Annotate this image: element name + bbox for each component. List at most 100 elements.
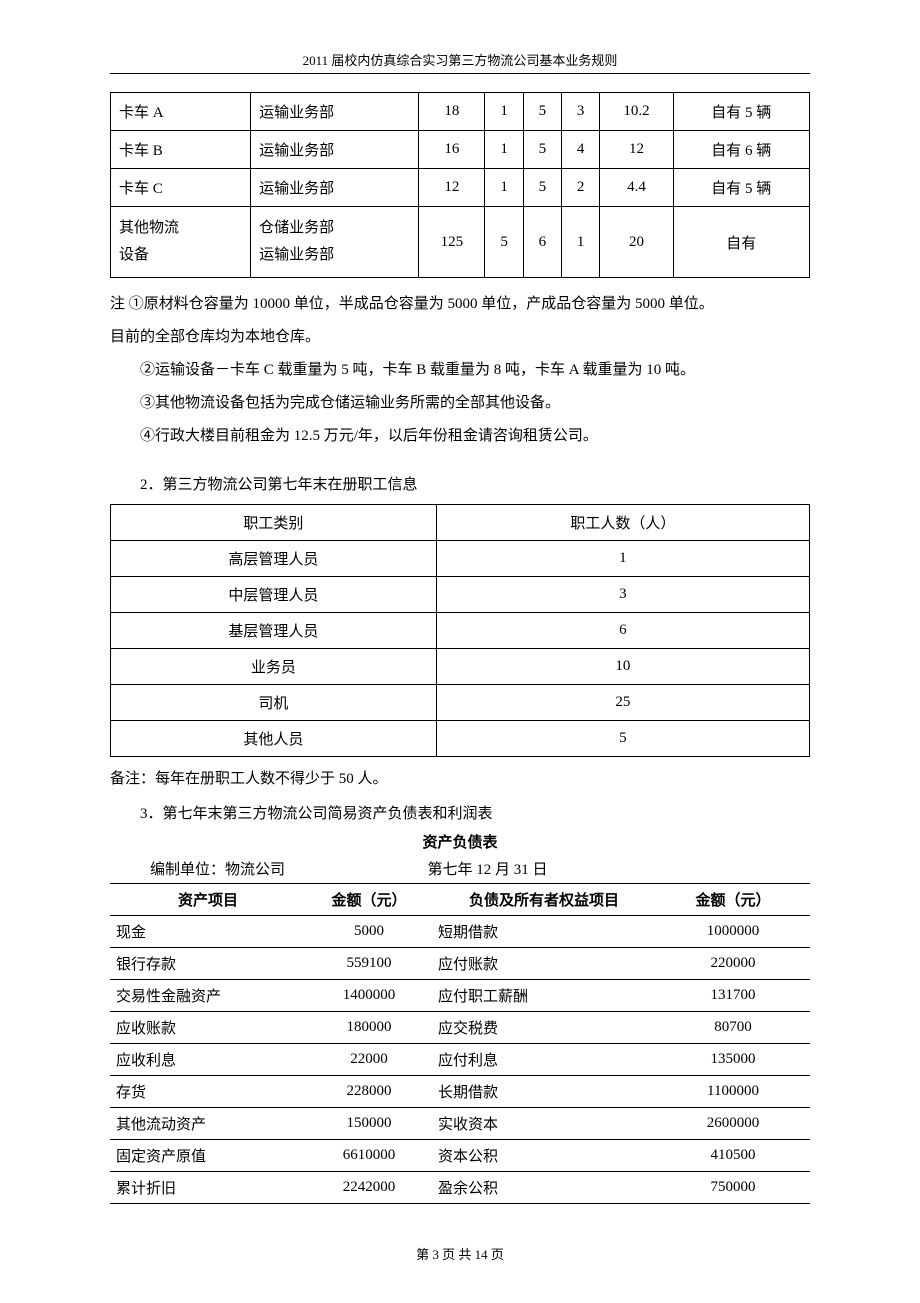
table-cell: 750000 [656,1172,810,1204]
table-cell: 仓储业务部运输业务部 [251,207,419,278]
notes-block: 注 ①原材料仓容量为 10000 单位，半成品仓容量为 5000 单位，产成品仓… [110,288,810,453]
table-cell: 盈余公积 [432,1172,656,1204]
table-cell: 2600000 [656,1108,810,1140]
table-cell: 228000 [306,1076,432,1108]
table-cell: 自有 6 辆 [673,131,809,169]
table-cell: 10.2 [600,93,673,131]
balance-unit: 编制单位：物流公司 [110,858,285,879]
table-cell: 应付账款 [432,948,656,980]
table-header-cell: 资产项目 [110,884,306,916]
table-cell: 1400000 [306,980,432,1012]
table-cell: 6 [523,207,561,278]
table-cell: 1 [485,131,523,169]
note-4: ④行政大楼目前租金为 12.5 万元/年，以后年份租金请咨询租赁公司。 [110,420,810,453]
table-header-cell: 金额（元） [656,884,810,916]
table-cell: 4 [562,131,600,169]
table-header-cell: 职工类别 [111,505,437,541]
table-cell: 5 [485,207,523,278]
table-header-cell: 职工人数（人） [436,505,809,541]
table-cell: 应付利息 [432,1044,656,1076]
table-cell: 12 [600,131,673,169]
table-cell: 其他物流设备 [111,207,251,278]
table-cell: 6 [436,613,809,649]
table-cell: 80700 [656,1012,810,1044]
note-2: ②运输设备－卡车 C 载重量为 5 吨，卡车 B 载重量为 8 吨，卡车 A 载… [110,354,810,387]
table-cell: 业务员 [111,649,437,685]
equipment-table: 卡车 A运输业务部1815310.2自有 5 辆卡车 B运输业务部1615412… [110,92,810,278]
table-cell: 1 [436,541,809,577]
table-cell: 220000 [656,948,810,980]
table-cell: 131700 [656,980,810,1012]
table-cell: 1 [485,93,523,131]
table-cell: 短期借款 [432,916,656,948]
table-cell: 20 [600,207,673,278]
balance-sheet-table: 资产项目金额（元）负债及所有者权益项目金额（元） 现金5000短期借款10000… [110,883,810,1204]
section3-title: 3．第七年末第三方物流公司简易资产负债表和利润表 [110,802,810,823]
table-cell: 运输业务部 [251,169,419,207]
table-cell: 559100 [306,948,432,980]
section2-title: 2．第三方物流公司第七年末在册职工信息 [110,473,810,494]
table-cell: 累计折旧 [110,1172,306,1204]
table-cell: 中层管理人员 [111,577,437,613]
table-cell: 1100000 [656,1076,810,1108]
table-cell: 卡车 C [111,169,251,207]
table-cell: 现金 [110,916,306,948]
table-cell: 实收资本 [432,1108,656,1140]
balance-subheader: 编制单位：物流公司 第七年 12 月 31 日 [110,858,810,879]
table-cell: 应收利息 [110,1044,306,1076]
table-cell: 高层管理人员 [111,541,437,577]
table-cell: 5 [523,93,561,131]
table-cell: 12 [419,169,485,207]
table-cell: 2 [562,169,600,207]
staff-table: 职工类别职工人数（人）高层管理人员1中层管理人员3基层管理人员6业务员10司机2… [110,504,810,757]
table-cell: 1 [485,169,523,207]
page-header: 2011 届校内仿真综合实习第三方物流公司基本业务规则 [110,50,810,69]
header-rule [110,73,810,74]
table-cell: 16 [419,131,485,169]
table-cell: 长期借款 [432,1076,656,1108]
table-cell: 应收账款 [110,1012,306,1044]
table-cell: 资本公积 [432,1140,656,1172]
table-cell: 10 [436,649,809,685]
table-cell: 卡车 B [111,131,251,169]
table-cell: 其他流动资产 [110,1108,306,1140]
table-cell: 2242000 [306,1172,432,1204]
table-cell: 1 [562,207,600,278]
table-cell: 150000 [306,1108,432,1140]
table-cell: 银行存款 [110,948,306,980]
table-cell: 22000 [306,1044,432,1076]
staff-remark: 备注：每年在册职工人数不得少于 50 人。 [110,767,810,788]
table-cell: 交易性金融资产 [110,980,306,1012]
table-cell: 5 [523,169,561,207]
table-cell: 1000000 [656,916,810,948]
table-cell: 卡车 A [111,93,251,131]
balance-date: 第七年 12 月 31 日 [285,858,690,879]
note-1: 注 ①原材料仓容量为 10000 单位，半成品仓容量为 5000 单位，产成品仓… [110,288,810,321]
table-cell: 5 [523,131,561,169]
table-cell: 25 [436,685,809,721]
table-cell: 135000 [656,1044,810,1076]
page-footer: 第 3 页 共 14 页 [110,1244,810,1263]
balance-title: 资产负债表 [110,831,810,852]
table-cell: 固定资产原值 [110,1140,306,1172]
table-header-cell: 负债及所有者权益项目 [432,884,656,916]
table-cell: 3 [562,93,600,131]
table-cell: 应付职工薪酬 [432,980,656,1012]
table-cell: 18 [419,93,485,131]
table-cell: 5000 [306,916,432,948]
table-cell: 应交税费 [432,1012,656,1044]
table-cell: 运输业务部 [251,131,419,169]
table-cell: 4.4 [600,169,673,207]
table-cell: 125 [419,207,485,278]
table-cell: 自有 5 辆 [673,93,809,131]
table-header-cell: 金额（元） [306,884,432,916]
table-cell: 自有 [673,207,809,278]
table-cell: 3 [436,577,809,613]
table-cell: 基层管理人员 [111,613,437,649]
table-cell: 存货 [110,1076,306,1108]
table-cell: 自有 5 辆 [673,169,809,207]
table-cell: 5 [436,721,809,757]
table-cell: 180000 [306,1012,432,1044]
table-cell: 其他人员 [111,721,437,757]
note-3: ③其他物流设备包括为完成仓储运输业务所需的全部其他设备。 [110,387,810,420]
